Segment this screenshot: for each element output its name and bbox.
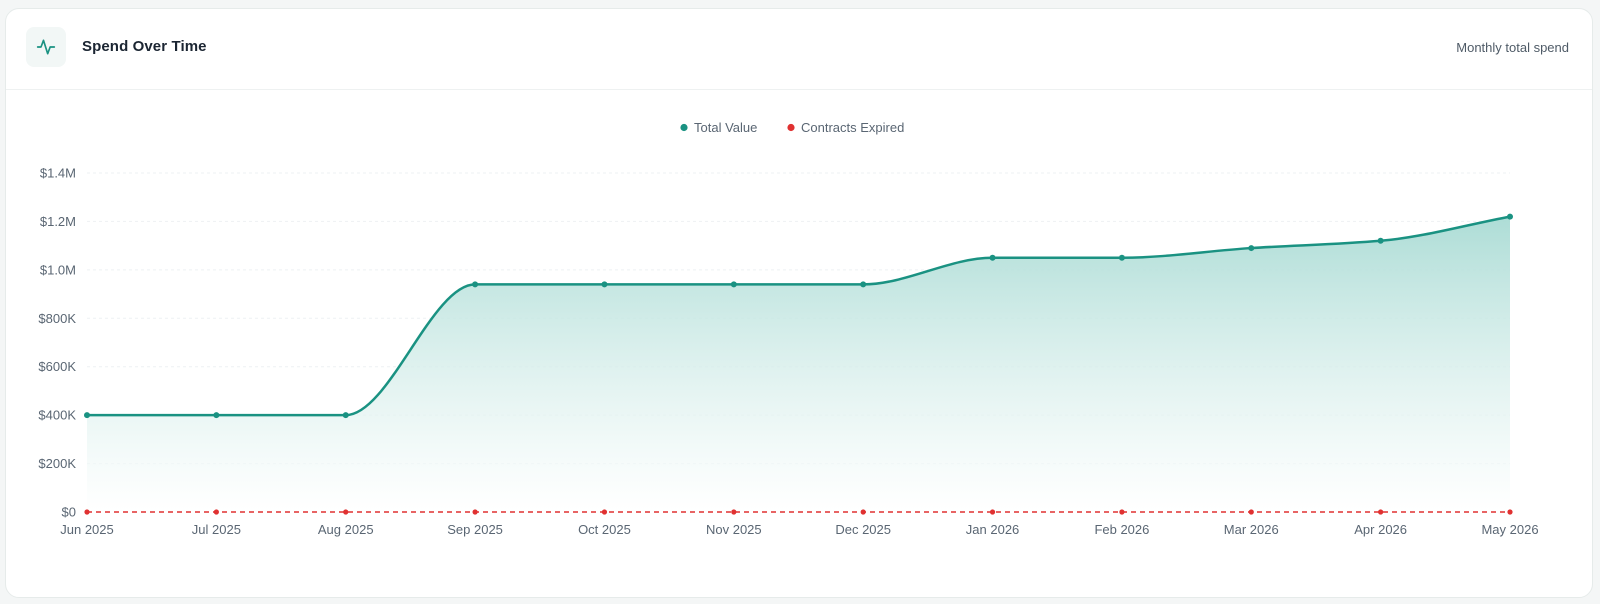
contracts-expired-point[interactable] <box>84 509 90 515</box>
contracts-expired-point[interactable] <box>343 509 349 515</box>
legend-marker <box>787 123 795 132</box>
y-tick-label: $1.0M <box>40 262 76 277</box>
contracts-expired-point[interactable] <box>601 509 608 515</box>
contracts-expired-point[interactable] <box>213 509 219 515</box>
x-tick-label: Feb 2026 <box>1094 522 1149 537</box>
legend-marker <box>680 123 688 132</box>
total-value-point[interactable] <box>213 412 220 419</box>
y-tick-label: $0 <box>62 505 76 520</box>
legend-item[interactable]: Total Value <box>680 120 757 135</box>
total-value-line <box>86 215 1511 417</box>
total-value-point[interactable] <box>472 281 479 288</box>
total-value-point[interactable] <box>84 412 90 419</box>
total-value-point[interactable] <box>860 281 867 288</box>
x-tick-label: Aug 2025 <box>318 522 374 537</box>
x-tick-label: Apr 2026 <box>1354 522 1407 537</box>
contracts-expired-point[interactable] <box>989 509 996 515</box>
y-tick-label: $1.4M <box>40 166 76 181</box>
total-value-point[interactable] <box>989 254 996 261</box>
card-header: Spend Over Time Monthly total spend <box>6 9 1592 90</box>
x-tick-label: Jul 2025 <box>192 522 241 537</box>
x-tick-label: Dec 2025 <box>835 522 891 537</box>
legend-label: Total Value <box>694 120 757 135</box>
contracts-expired-point[interactable] <box>1119 509 1125 515</box>
card-title: Spend Over Time <box>82 38 207 55</box>
contracts-expired-point[interactable] <box>1507 509 1513 515</box>
contracts-expired-point[interactable] <box>1378 509 1384 515</box>
y-tick-label: $400K <box>38 408 76 423</box>
total-value-point[interactable] <box>1118 254 1125 261</box>
y-tick-label: $600K <box>38 359 76 374</box>
y-tick-label: $200K <box>38 456 76 471</box>
x-tick-label: Jun 2025 <box>60 522 114 537</box>
activity-icon-tile <box>26 27 66 67</box>
x-tick-label: May 2026 <box>1481 522 1538 537</box>
x-tick-label: Mar 2026 <box>1224 522 1279 537</box>
total-value-point[interactable] <box>1248 245 1255 252</box>
legend-label: Contracts Expired <box>801 120 904 135</box>
x-tick-label: Jan 2026 <box>966 522 1020 537</box>
total-value-point[interactable] <box>342 412 349 419</box>
legend-item[interactable]: Contracts Expired <box>787 120 904 135</box>
total-value-area <box>87 216 1510 513</box>
card-subtitle: Monthly total spend <box>1456 40 1569 55</box>
contracts-expired-point[interactable] <box>1248 509 1254 515</box>
x-tick-label: Sep 2025 <box>447 522 503 537</box>
contracts-expired-point[interactable] <box>472 509 478 515</box>
contracts-expired-point[interactable] <box>860 509 866 515</box>
total-value-point[interactable] <box>1507 213 1513 220</box>
x-tick-label: Oct 2025 <box>578 522 631 537</box>
activity-pulse-icon <box>36 39 56 55</box>
y-tick-label: $800K <box>38 311 76 326</box>
contracts-expired-point[interactable] <box>731 509 737 515</box>
total-value-point[interactable] <box>601 281 608 288</box>
total-value-point[interactable] <box>730 281 737 288</box>
y-tick-label: $1.2M <box>40 214 76 229</box>
total-value-point[interactable] <box>1377 237 1384 244</box>
x-tick-label: Nov 2025 <box>706 522 762 537</box>
